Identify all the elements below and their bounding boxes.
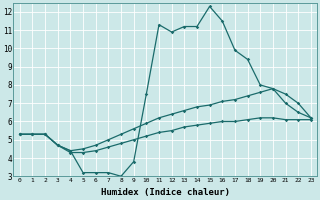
X-axis label: Humidex (Indice chaleur): Humidex (Indice chaleur) <box>101 188 230 197</box>
